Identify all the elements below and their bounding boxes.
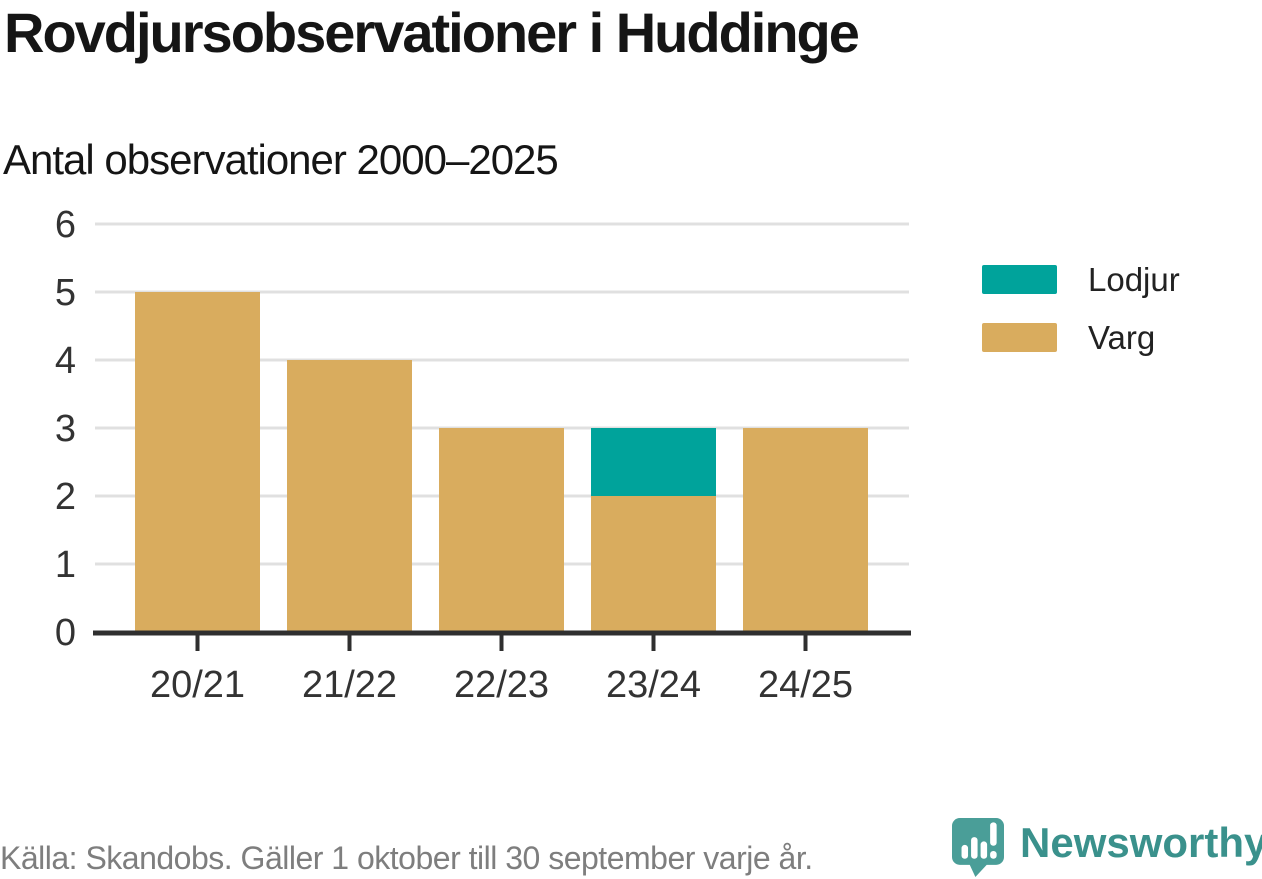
- x-tick-label-23-24: 23/24: [606, 664, 701, 706]
- y-tick-label-1: 1: [55, 544, 76, 586]
- legend-swatch-lodjur: [982, 265, 1057, 294]
- y-tick-label-4: 4: [55, 340, 76, 382]
- newsworthy-bubble-chart-icon: [952, 818, 1004, 877]
- bar-varg-20-21: [135, 292, 260, 632]
- bar-lodjur-23-24: [591, 428, 716, 496]
- bar-varg-24-25: [743, 428, 868, 632]
- y-tick-label-0: 0: [55, 612, 76, 654]
- bar-varg-22-23: [439, 428, 564, 632]
- legend-item-varg: Varg: [982, 321, 1180, 354]
- legend-label: Varg: [1088, 319, 1156, 356]
- bar-varg-23-24: [591, 496, 716, 632]
- legend-swatch-varg: [982, 323, 1057, 352]
- y-tick-label-2: 2: [55, 476, 76, 518]
- y-tick-label-5: 5: [55, 272, 76, 314]
- chart-legend: Lodjur Varg: [982, 263, 1180, 354]
- y-tick-label-3: 3: [55, 408, 76, 450]
- source-note: Källa: Skandobs. Gäller 1 oktober till 3…: [0, 840, 813, 876]
- bar-varg-21-22: [287, 360, 412, 632]
- chart-subtitle: Antal observationer 2000–2025: [3, 136, 559, 183]
- legend-label: Lodjur: [1088, 261, 1180, 298]
- x-tick-label-24-25: 24/25: [758, 664, 853, 706]
- newsworthy-logo-link[interactable]: Newsworthy: [952, 818, 1262, 877]
- legend-item-lodjur: Lodjur: [982, 263, 1180, 296]
- newsworthy-wordmark: Newsworthy: [1020, 819, 1262, 866]
- y-tick-label-6: 6: [55, 204, 76, 246]
- chart-title: Rovdjursobservationer i Huddinge: [4, 1, 860, 64]
- x-tick-label-21-22: 21/22: [302, 664, 397, 706]
- x-tick-label-22-23: 22/23: [454, 664, 549, 706]
- x-tick-label-20-21: 20/21: [150, 664, 245, 706]
